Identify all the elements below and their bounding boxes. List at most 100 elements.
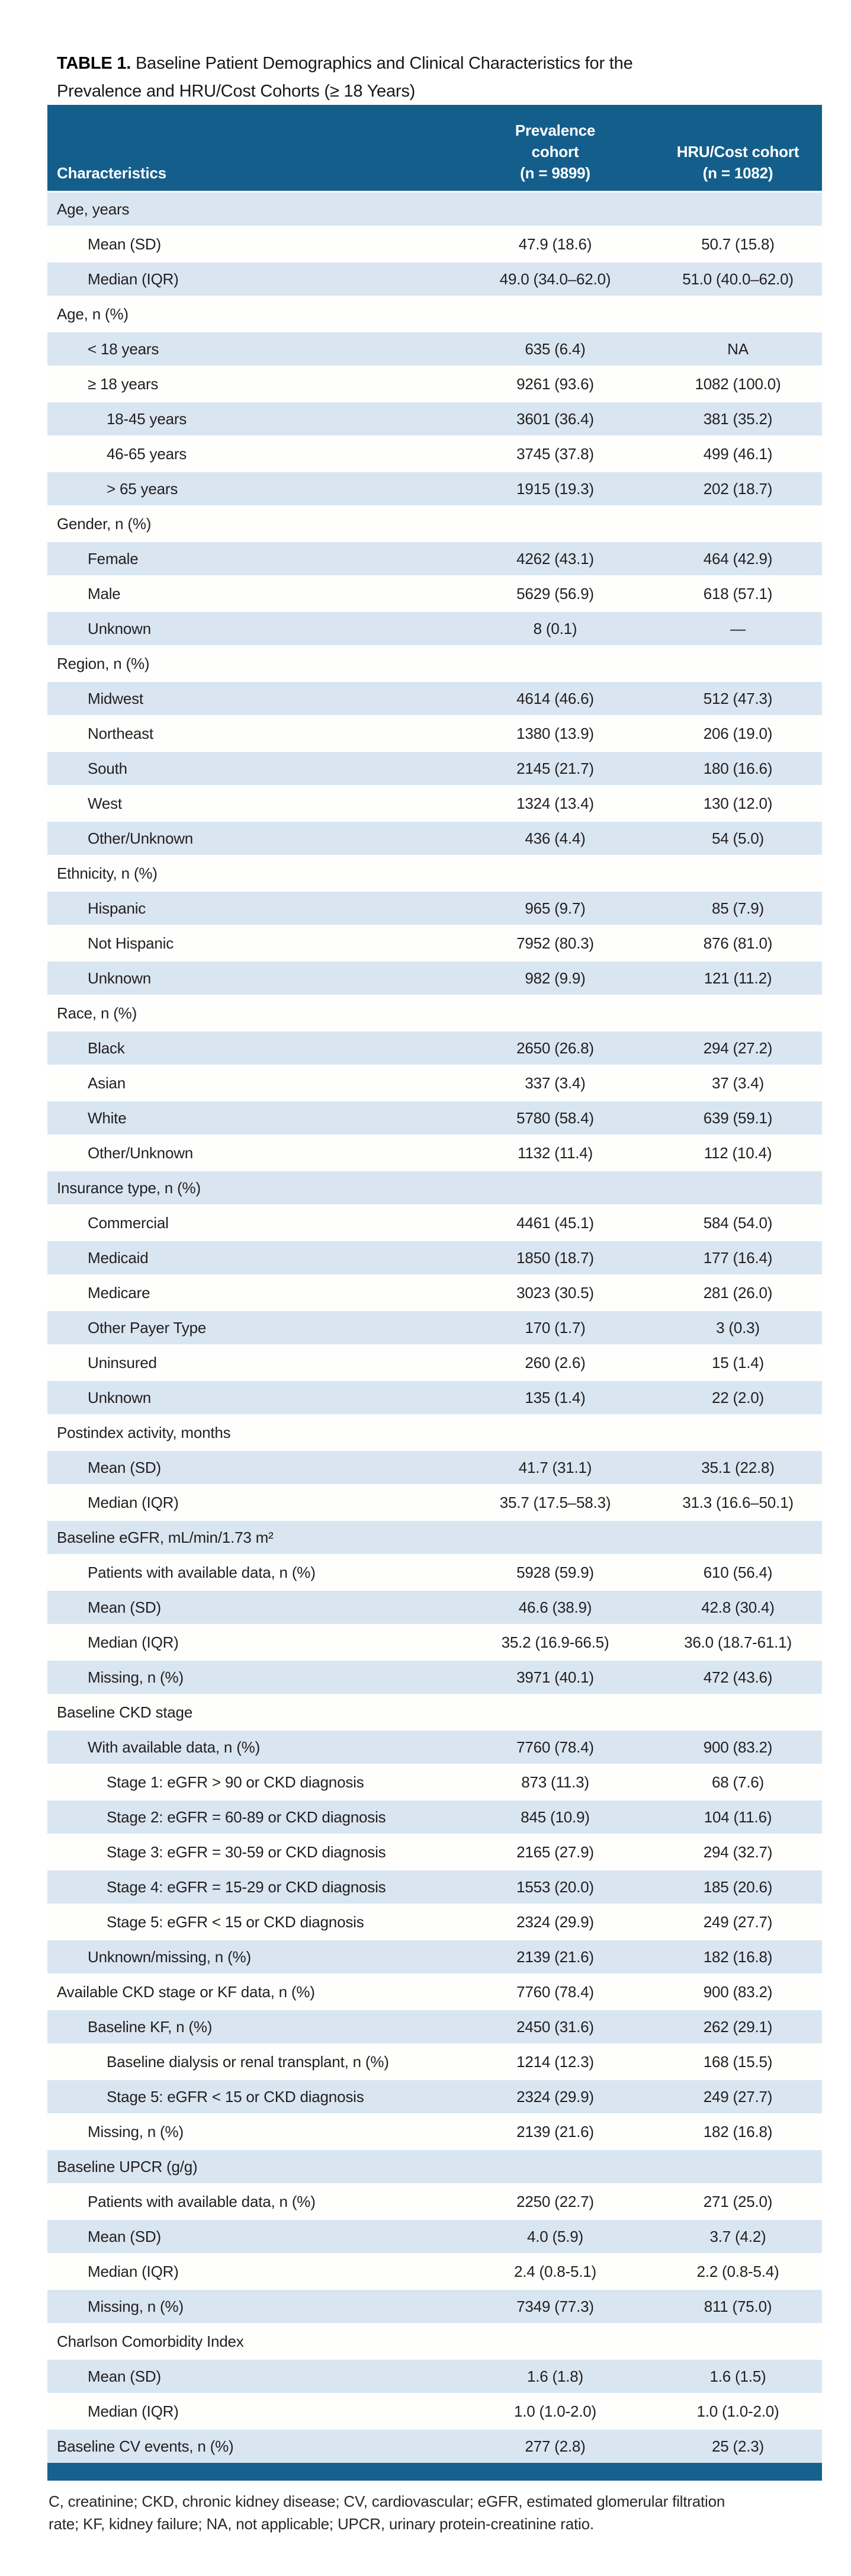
hru-value: 68 (7.6) [711, 1773, 764, 1791]
table-row: Baseline dialysis or renal transplant, n… [47, 2043, 822, 2078]
hru-value: 1.0 (1.0-2.0) [696, 2402, 779, 2420]
row-label: Baseline UPCR (g/g) [57, 2157, 198, 2175]
table-row: 46-65 years 3745 (37.8) 499 (46.1) [47, 435, 822, 470]
column-header-hru-cost-cohort: HRU/Cost cohort (n = 1082) [669, 141, 822, 184]
hru-value: 472 (43.6) [703, 1668, 773, 1686]
row-label-cell: Female [47, 545, 441, 573]
table-row: Available CKD stage or KF data, n (%) 776… [47, 1973, 822, 2008]
row-label: Unknown [88, 1388, 151, 1406]
prevalence-value: 1915 (19.3) [516, 479, 594, 498]
hru-value: 281 (26.0) [703, 1283, 773, 1302]
row-label: Mean (SD) [88, 2367, 161, 2385]
row-label: Region, n (%) [57, 654, 150, 672]
row-label-cell: Baseline CKD stage [47, 1699, 441, 1726]
section-header-row: Postindex activity, months [47, 1414, 822, 1449]
row-label: Age, years [57, 200, 130, 218]
prevalence-value: 2324 (29.9) [516, 2087, 594, 2106]
row-label: Median (IQR) [88, 2402, 179, 2420]
table-row: West 1324 (13.4) 130 (12.0) [47, 785, 822, 820]
hru-value: 294 (32.7) [703, 1843, 773, 1861]
prevalence-value: 260 (2.6) [525, 1353, 586, 1372]
hru-value: 271 (25.0) [703, 2192, 773, 2210]
row-label-cell: South [47, 755, 441, 783]
prevalence-value: 35.7 (17.5–58.3) [499, 1493, 611, 1511]
prevalence-value: 965 (9.7) [525, 899, 586, 917]
row-label: Midwest [88, 689, 143, 707]
prevalence-value: 5928 (59.9) [516, 1563, 594, 1581]
table-row: Missing, n (%) 7349 (77.3) 811 (75.0) [47, 2288, 822, 2323]
row-label: Medicaid [88, 1248, 149, 1267]
footnote-line: rate; KF, kidney failure; NA, not applic… [49, 2515, 594, 2533]
hru-value: 182 (16.8) [703, 2122, 773, 2141]
prevalence-value: 1132 (11.4) [518, 1143, 593, 1162]
prevalence-value: 7952 (80.3) [516, 934, 594, 952]
table-row: Mean (SD) 47.9 (18.6) 50.7 (15.8) [47, 226, 822, 261]
row-label-cell: Stage 3: eGFR = 30-59 or CKD diagnosis [47, 1838, 441, 1866]
row-label: Charlson Comorbidity Index [57, 2332, 244, 2350]
prevalence-value: 2139 (21.6) [516, 2122, 594, 2141]
table-row: Black 2650 (26.8) 294 (27.2) [47, 1030, 822, 1065]
prevalence-value: 2139 (21.6) [516, 1947, 594, 1966]
row-label: Asian [88, 1074, 126, 1092]
table-title: TABLE 1. Baseline Patient Demographics a… [57, 50, 809, 105]
prevalence-value: 4461 (45.1) [516, 1213, 594, 1232]
table-row: Northeast 1380 (13.9) 206 (19.0) [47, 715, 822, 750]
table-row: Median (IQR) 1.0 (1.0-2.0) 1.0 (1.0-2.0) [47, 2393, 822, 2428]
hru-value: 182 (16.8) [703, 1947, 773, 1966]
row-label: White [88, 1108, 127, 1127]
row-label: Other/Unknown [88, 829, 194, 847]
hru-value: 112 (10.4) [704, 1143, 772, 1162]
row-label-cell: Median (IQR) [47, 2398, 441, 2426]
row-label-cell: Baseline KF, n (%) [47, 2013, 441, 2041]
table-row: Median (IQR) 2.4 (0.8-5.1) 2.2 (0.8-5.4) [47, 2253, 822, 2288]
row-label-cell: Stage 5: eGFR < 15 or CKD diagnosis [47, 1908, 441, 1936]
row-label-cell: White [47, 1104, 441, 1132]
hru-value: 294 (27.2) [703, 1039, 773, 1057]
row-label: Median (IQR) [88, 1633, 179, 1651]
prevalence-value: 3023 (30.5) [516, 1283, 594, 1302]
row-label-cell: Asian [47, 1069, 441, 1097]
row-label-cell: Missing, n (%) [47, 2293, 441, 2321]
prevalence-value: 337 (3.4) [525, 1074, 586, 1092]
section-header-row: Baseline eGFR, mL/min/1.73 m² [47, 1519, 822, 1554]
row-label: Other/Unknown [88, 1143, 194, 1162]
hru-value: 618 (57.1) [703, 584, 773, 603]
prevalence-value: 1850 (18.7) [516, 1248, 594, 1267]
hru-value: 499 (46.1) [703, 444, 773, 463]
prevalence-value: 4.0 (5.9) [526, 2227, 584, 2245]
row-label: Unknown [88, 619, 151, 637]
prevalence-value: 982 (9.9) [525, 969, 586, 987]
row-label-cell: Uninsured [47, 1349, 441, 1377]
hru-value: 177 (16.4) [703, 1248, 773, 1267]
table-row: > 65 years 1915 (19.3) 202 (18.7) [47, 470, 822, 505]
hru-value: 3 (0.3) [716, 1318, 760, 1337]
prevalence-value: 2324 (29.9) [516, 1912, 594, 1931]
prevalence-value: 2165 (27.9) [516, 1843, 594, 1861]
section-header-row: Region, n (%) [47, 645, 822, 680]
table-row: Not Hispanic 7952 (80.3) 876 (81.0) [47, 925, 822, 960]
table-row: Median (IQR) 35.2 (16.9-66.5) 36.0 (18.7-6… [47, 1624, 822, 1659]
row-label: Mean (SD) [88, 1458, 161, 1476]
prevalence-value: 7349 (77.3) [516, 2297, 594, 2315]
row-label: Insurance type, n (%) [57, 1178, 201, 1197]
row-label: Medicare [88, 1283, 150, 1302]
hru-value: 1.6 (1.5) [709, 2367, 766, 2385]
row-label-cell: Age, n (%) [47, 300, 441, 328]
table-row: Patients with available data, n (%) 5928 … [47, 1554, 822, 1589]
row-label: Stage 1: eGFR > 90 or CKD diagnosis [107, 1773, 364, 1791]
row-label-cell: Median (IQR) [47, 2258, 441, 2286]
hru-value: 262 (29.1) [703, 2017, 773, 2036]
row-label-cell: Patients with available data, n (%) [47, 1559, 441, 1587]
table-row: Other Payer Type 170 (1.7) 3 (0.3) [47, 1309, 822, 1344]
table-row: South 2145 (21.7) 180 (16.6) [47, 750, 822, 785]
hru-value: 130 (12.0) [703, 794, 773, 812]
hru-value: 185 (20.6) [703, 1877, 773, 1896]
table-row: < 18 years 635 (6.4) NA [47, 331, 822, 366]
table-row: Stage 3: eGFR = 30-59 or CKD diagnosis 21… [47, 1834, 822, 1869]
row-label-cell: Baseline UPCR (g/g) [47, 2153, 441, 2181]
prevalence-value: 47.9 (18.6) [518, 235, 592, 253]
row-label: Baseline dialysis or renal transplant, n… [107, 2052, 389, 2071]
row-label: Unknown/missing, n (%) [88, 1947, 251, 1966]
column-header-prevalence-cohort: Prevalence cohort (n = 9899) [441, 120, 669, 184]
section-header-row: Baseline UPCR (g/g) [47, 2148, 822, 2183]
